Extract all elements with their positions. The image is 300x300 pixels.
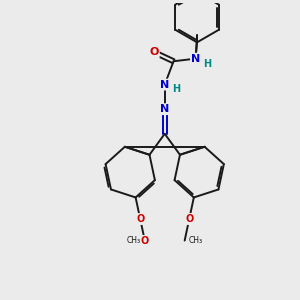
Text: O: O <box>136 214 144 224</box>
Text: O: O <box>185 214 194 224</box>
Text: H: H <box>203 59 211 69</box>
Text: H: H <box>172 84 180 94</box>
Text: N: N <box>160 104 169 114</box>
Text: O: O <box>185 214 194 224</box>
Text: CH₃: CH₃ <box>189 236 203 245</box>
Text: O: O <box>136 214 144 224</box>
Text: N: N <box>160 80 169 90</box>
Text: CH₃: CH₃ <box>126 236 140 245</box>
Text: O: O <box>149 47 159 57</box>
Text: N: N <box>191 54 200 64</box>
Text: O: O <box>141 236 149 245</box>
